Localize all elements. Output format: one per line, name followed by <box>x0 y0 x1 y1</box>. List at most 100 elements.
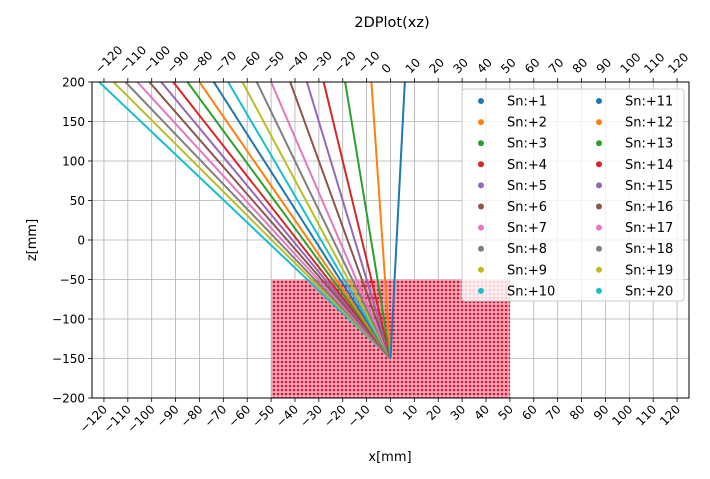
y-axis-label: z[mm] <box>25 219 40 261</box>
x-top-tick-label: 60 <box>522 55 543 76</box>
x-top-tick-label: −70 <box>212 48 240 76</box>
x-top-tick-label: 90 <box>594 55 615 76</box>
legend-item-label: Sn:+5 <box>507 179 547 194</box>
series-line <box>344 82 392 359</box>
x-tick-label: −30 <box>297 402 325 430</box>
y-tick-label: 100 <box>62 155 85 169</box>
series-line <box>172 82 392 360</box>
legend-item-label: Sn:+10 <box>507 284 555 299</box>
x-tick-label: 120 <box>657 402 683 428</box>
x-top-tick-label: −80 <box>188 48 216 76</box>
legend-item-label: Sn:+2 <box>507 116 547 131</box>
legend-item-label: Sn:+8 <box>507 242 547 257</box>
x-tick-label: 70 <box>543 402 564 423</box>
legend-item-label: Sn:+1 <box>507 95 547 110</box>
legend-item-label: Sn:+4 <box>507 158 547 173</box>
legend-marker <box>596 287 602 294</box>
x-tick-label: −80 <box>178 402 206 430</box>
x-tick-label: 20 <box>424 402 445 423</box>
legend-marker <box>596 161 602 168</box>
x-tick-label: 90 <box>591 402 612 423</box>
x-axis-label: x[mm] <box>368 450 411 465</box>
legend-marker <box>478 140 484 147</box>
series-group <box>98 82 406 360</box>
x-tick-label: 40 <box>471 402 492 423</box>
legend: Sn:+1 Sn:+2 Sn:+3 Sn:+4 Sn:+5 Sn:+6 Sn:+7 Sn:+8… <box>461 88 685 302</box>
legend-item-label: Sn:+15 <box>625 179 673 194</box>
legend-item-label: Sn:+12 <box>625 116 673 131</box>
legend-item-label: Sn:+20 <box>625 284 673 299</box>
series-line <box>124 82 392 360</box>
series-line <box>322 82 392 359</box>
legend-marker <box>596 266 602 273</box>
series-line <box>389 82 406 359</box>
x-top-tick-label: −40 <box>283 48 311 76</box>
x-top-tick-label: −30 <box>307 48 335 76</box>
legend-marker <box>596 182 602 189</box>
legend-item-label: Sn:+19 <box>625 263 673 278</box>
legend-marker <box>478 245 484 252</box>
legend-marker <box>478 182 484 189</box>
x-top-tick-label: 0 <box>379 61 394 76</box>
legend-box <box>461 88 685 302</box>
series-line <box>212 82 392 360</box>
x-top-tick-label: −50 <box>259 48 287 76</box>
legend-marker <box>478 266 484 273</box>
y-tick-label: 200 <box>62 76 85 90</box>
series-line <box>198 82 392 360</box>
series-line <box>112 82 392 360</box>
x-top-tick-label: 30 <box>450 55 471 76</box>
x-tick-label: 100 <box>609 402 635 428</box>
legend-item-label: Sn:+17 <box>625 221 673 236</box>
series-line <box>227 82 392 360</box>
legend-marker <box>478 224 484 231</box>
legend-marker <box>596 245 602 252</box>
x-tick-label: −60 <box>226 402 254 430</box>
x-tick-label: −10 <box>345 402 373 430</box>
x-tick-label: 0 <box>381 402 396 417</box>
legend-item-label: Sn:+3 <box>507 137 547 152</box>
chart-title: 2DPlot(xz) <box>354 15 429 31</box>
series-line <box>241 82 392 359</box>
legend-marker <box>596 140 602 147</box>
x-tick-label: 110 <box>633 402 659 428</box>
legend-marker <box>478 98 484 104</box>
legend-marker <box>478 287 484 294</box>
x-tick-label: −20 <box>321 402 349 430</box>
series-line <box>370 82 392 359</box>
series-line <box>186 82 392 360</box>
x-top-tick-label: 100 <box>618 50 644 76</box>
y-tick-label: 0 <box>77 234 85 248</box>
x-tick-label: 30 <box>448 402 469 423</box>
series-line <box>98 82 392 360</box>
x-top-tick-label: −20 <box>331 48 359 76</box>
x-tick-label: −100 <box>125 402 158 435</box>
series-line <box>270 82 392 359</box>
x-tick-label: −50 <box>249 402 277 430</box>
series-line <box>289 82 392 359</box>
x-top-tick-label: 40 <box>474 55 495 76</box>
legend-marker <box>478 161 484 168</box>
series-line <box>160 82 392 360</box>
x-tick-label: −70 <box>202 402 230 430</box>
series-line <box>136 82 392 360</box>
x-tick-label: 50 <box>495 402 516 423</box>
y-tick-label: 150 <box>62 115 85 129</box>
x-tick-label: −90 <box>154 402 182 430</box>
x-top-tick-label: 70 <box>546 55 567 76</box>
y-tick-label: −150 <box>52 352 85 366</box>
series-line <box>305 82 392 359</box>
legend-marker <box>596 224 602 231</box>
x-tick-label: 60 <box>519 402 540 423</box>
y-tick-label: −200 <box>52 392 85 406</box>
legend-marker <box>596 203 602 210</box>
x-top-tick-label: 80 <box>570 55 591 76</box>
legend-item-label: Sn:+9 <box>507 263 547 278</box>
legend-item-label: Sn:+16 <box>625 200 673 215</box>
x-tick-label: −40 <box>273 402 301 430</box>
x-top-tick-label: 10 <box>403 55 424 76</box>
legend-marker <box>596 119 602 126</box>
legend-marker <box>478 203 484 210</box>
y-tick-label: 50 <box>70 194 85 208</box>
